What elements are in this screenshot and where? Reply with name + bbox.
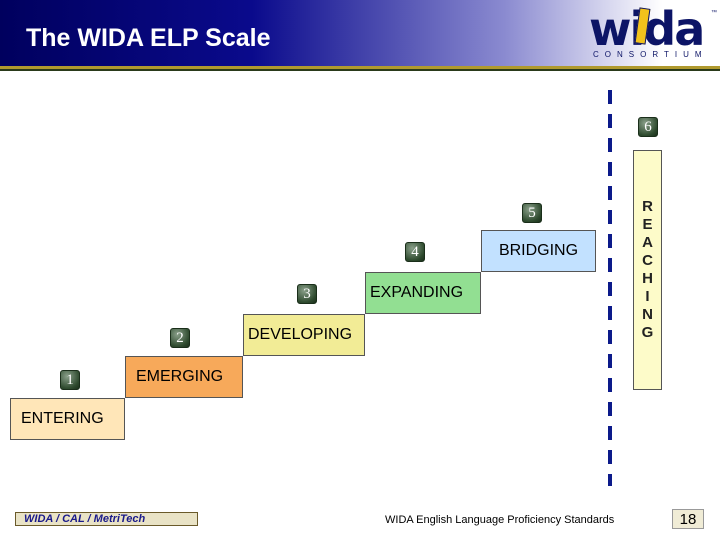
level-1-label: ENTERING	[21, 410, 104, 427]
level-1-number-badge: 1	[60, 370, 80, 390]
level-3-number-badge: 3	[297, 284, 317, 304]
reaching-letter: I	[645, 288, 650, 305]
level-6-number-badge: 6	[638, 117, 658, 137]
footer-partner-logo: WIDA / CAL / MetriTech	[15, 512, 198, 526]
level-6-reaching-bar: R E A C H I N G	[633, 150, 662, 390]
level-2-step: EMERGING	[125, 356, 243, 398]
level-2-label: EMERGING	[136, 368, 224, 385]
header-rule-gold	[0, 66, 720, 69]
reaching-letter: H	[642, 270, 653, 287]
level-4-label: EXPANDING	[370, 284, 464, 301]
level-5-label: BRIDGING	[498, 242, 579, 259]
trademark-mark: ™	[711, 10, 717, 16]
level-1-step: ENTERING	[10, 398, 125, 440]
level-3-step: DEVELOPING	[243, 314, 365, 356]
reaching-letter: C	[642, 252, 653, 269]
page-title: The WIDA ELP Scale	[26, 24, 271, 52]
reaching-letter: E	[642, 216, 653, 233]
reaching-letter: N	[642, 306, 653, 323]
level-5-number-badge: 5	[522, 203, 542, 223]
header-rule-dark	[0, 69, 720, 71]
page-number: 18	[672, 509, 704, 529]
title-bar: The WIDA ELP Scale wida CONSORTIUM ™	[0, 0, 720, 66]
level-4-number-badge: 4	[405, 242, 425, 262]
wida-logo: wida CONSORTIUM ™	[585, 2, 717, 62]
level-3-label: DEVELOPING	[248, 326, 353, 343]
reaching-letter: A	[642, 234, 653, 251]
footer-standards-text: WIDA English Language Proficiency Standa…	[385, 514, 615, 526]
reaching-divider-line	[608, 90, 612, 486]
reaching-letter: G	[641, 324, 654, 341]
level-4-step: EXPANDING	[365, 272, 481, 314]
reaching-letter: R	[642, 198, 653, 215]
logo-subtitle: CONSORTIUM	[593, 50, 708, 59]
level-5-step: BRIDGING	[481, 230, 596, 272]
level-2-number-badge: 2	[170, 328, 190, 348]
